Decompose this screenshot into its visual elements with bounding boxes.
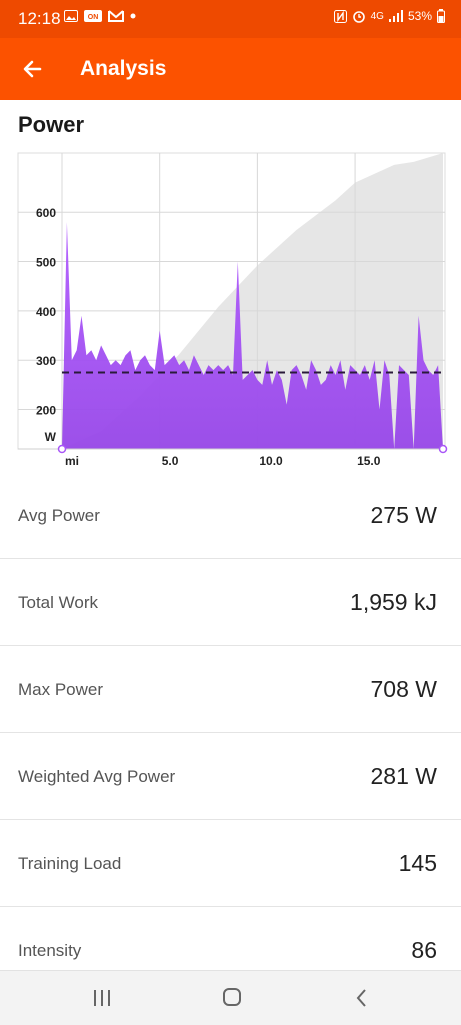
stat-row: Training Load 145 — [0, 820, 461, 907]
x-tick-label: 10.0 — [259, 454, 283, 468]
recent-apps-icon[interactable] — [82, 983, 122, 1013]
y-tick-label: 500 — [36, 256, 56, 270]
image-icon — [64, 10, 78, 22]
stat-label: Avg Power — [18, 506, 100, 525]
nfc-icon — [333, 9, 347, 23]
y-tick-label: 300 — [36, 354, 56, 368]
elevation-area — [62, 153, 443, 449]
stat-value: 281 W — [370, 763, 437, 789]
back-arrow-icon[interactable] — [18, 54, 48, 84]
stat-row: Max Power 708 W — [0, 646, 461, 733]
home-icon[interactable] — [212, 983, 252, 1013]
stat-label: Training Load — [18, 854, 122, 873]
stat-value: 1,959 kJ — [350, 589, 437, 615]
range-handle-start[interactable] — [57, 444, 67, 454]
stat-value: 275 W — [370, 502, 437, 528]
range-handle-end[interactable] — [438, 444, 448, 454]
stat-row: Total Work 1,959 kJ — [0, 559, 461, 646]
stat-value: 708 W — [370, 676, 437, 702]
svg-text:ON: ON — [88, 14, 99, 21]
alarm-icon — [352, 9, 366, 23]
battery-icon — [437, 9, 445, 23]
stat-value: 86 — [411, 937, 437, 963]
x-tick-label: 15.0 — [357, 454, 381, 468]
stat-label: Weighted Avg Power — [18, 767, 176, 786]
cn-badge-icon: ON — [84, 10, 102, 22]
system-icons: 4G 53% — [333, 9, 445, 23]
dot-icon — [130, 13, 136, 19]
network-type: 4G — [370, 10, 384, 22]
status-time: 12:18 — [18, 9, 61, 28]
stats-list: Avg Power 275 W Total Work 1,959 kJ Max Powe… — [0, 472, 461, 993]
y-tick-label: 400 — [36, 305, 56, 319]
power-series-area — [62, 222, 443, 449]
y-tick-label: 600 — [36, 206, 56, 220]
y-axis-label: W — [45, 430, 57, 444]
battery-percent: 53% — [407, 9, 432, 23]
x-tick-label: 5.0 — [162, 454, 179, 468]
status-bar: 12:18 ON 4G 53% — [0, 0, 461, 38]
x-tick-label: mi — [65, 454, 79, 468]
back-chevron-icon[interactable] — [342, 983, 382, 1013]
signal-icon — [388, 10, 403, 22]
power-chart[interactable]: 600 500 400 300 200 Wmi 5.0 10.0 15.0 — [0, 145, 461, 475]
stat-value: 145 — [398, 850, 437, 876]
stat-row: Avg Power 275 W — [0, 472, 461, 559]
stat-row: Weighted Avg Power 281 W — [0, 733, 461, 820]
stat-label: Max Power — [18, 680, 104, 699]
stat-label: Intensity — [18, 941, 82, 960]
section-title: Power — [18, 112, 85, 137]
stat-label: Total Work — [18, 593, 98, 612]
page-title: Analysis — [80, 57, 167, 80]
gmail-icon — [108, 10, 124, 22]
y-tick-label: 200 — [36, 404, 56, 418]
notification-icons: ON — [64, 10, 136, 22]
system-nav-bar — [0, 970, 461, 1025]
stat-row: Intensity 86 — [0, 907, 461, 993]
app-bar: Analysis — [0, 38, 461, 100]
